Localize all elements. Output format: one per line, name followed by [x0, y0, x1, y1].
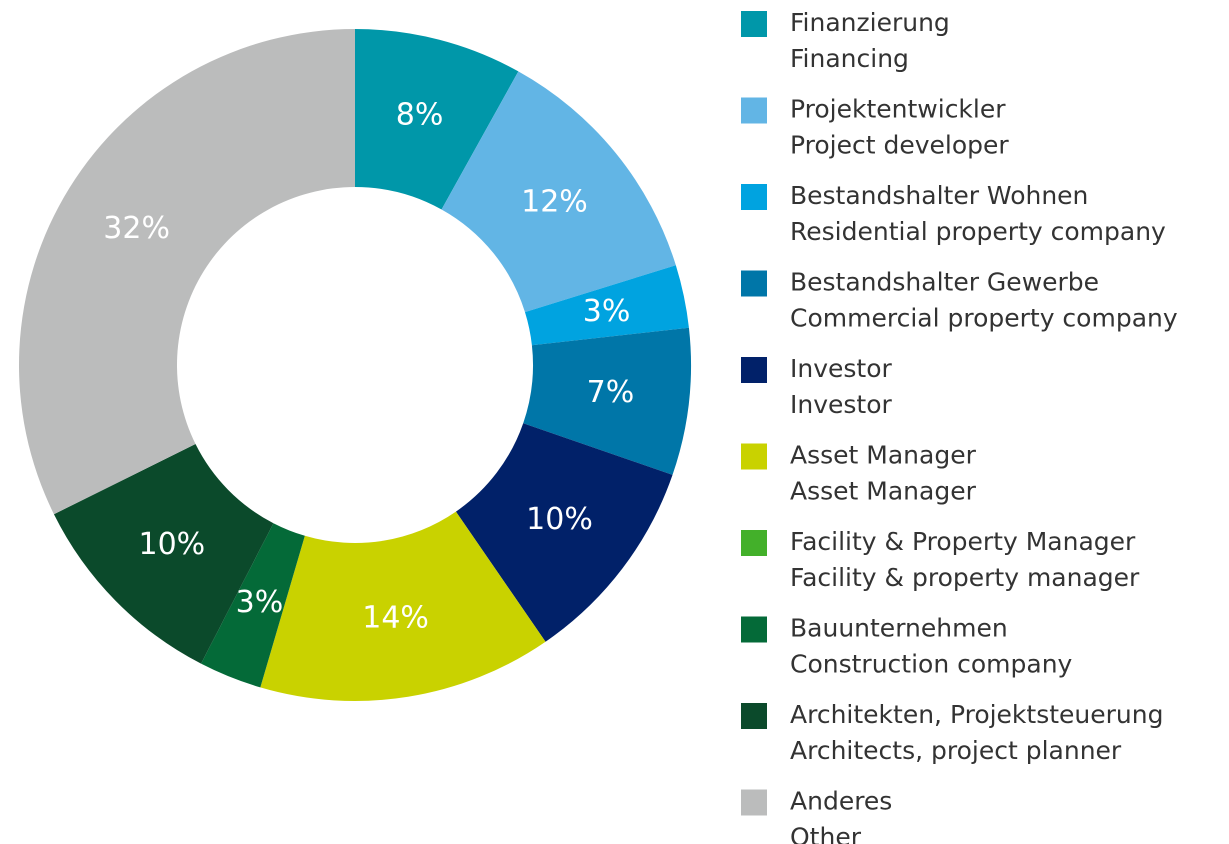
legend-label: Bestandshalter Gewerbe [790, 268, 1099, 297]
slice [260, 511, 546, 702]
value-label: 10% [138, 527, 205, 562]
legend-label: Projektentwickler [790, 95, 1006, 124]
legend-label: Asset Manager [790, 441, 977, 470]
legend-label: Investor [790, 390, 893, 419]
slice [355, 29, 519, 210]
legend-label: Commercial property company [790, 304, 1178, 333]
slice [53, 444, 274, 664]
legend-swatch [741, 789, 767, 816]
slice [19, 29, 356, 515]
value-label: 7% [587, 375, 635, 410]
legend-swatch [741, 703, 767, 729]
value-label: 14% [362, 600, 429, 635]
legend-label: Project developer [790, 131, 1009, 160]
legend-swatch [741, 270, 767, 297]
value-label: 32% [103, 211, 170, 246]
legend-swatch [741, 530, 767, 556]
legend-label: Other [790, 823, 862, 844]
legend-label: Asset Manager [790, 477, 977, 506]
legend-swatch [741, 184, 767, 210]
legend-swatch [741, 616, 767, 643]
legend-label: Finanzierung [790, 8, 950, 37]
slice [441, 71, 676, 313]
legend-label: Anderes [790, 787, 892, 816]
legend-label: Investor [790, 354, 893, 383]
legend-swatch [741, 443, 767, 470]
value-label: 3% [583, 294, 631, 329]
legend-label: Facility & property manager [790, 563, 1140, 592]
legend-swatch [741, 97, 767, 124]
legend-swatch [741, 357, 767, 383]
legend-label: Architekten, Projektsteuerung [790, 700, 1164, 729]
slice [455, 423, 673, 642]
legend-label: Financing [790, 44, 909, 73]
legend-label: Residential property company [790, 217, 1166, 246]
value-label: 12% [521, 184, 588, 219]
legend-label: Construction company [790, 650, 1073, 679]
legend-swatch [741, 11, 767, 37]
legend-label: Bestandshalter Wohnen [790, 181, 1088, 210]
legend-label: Bauunternehmen [790, 614, 1008, 643]
legend-label: Architects, project planner [790, 736, 1122, 765]
value-label: 10% [526, 502, 593, 537]
value-label: 8% [396, 98, 444, 133]
slice [523, 327, 692, 475]
slice [524, 265, 689, 346]
legend-label: Facility & Property Manager [790, 527, 1136, 556]
value-label: 3% [236, 585, 284, 620]
slice [201, 523, 305, 688]
